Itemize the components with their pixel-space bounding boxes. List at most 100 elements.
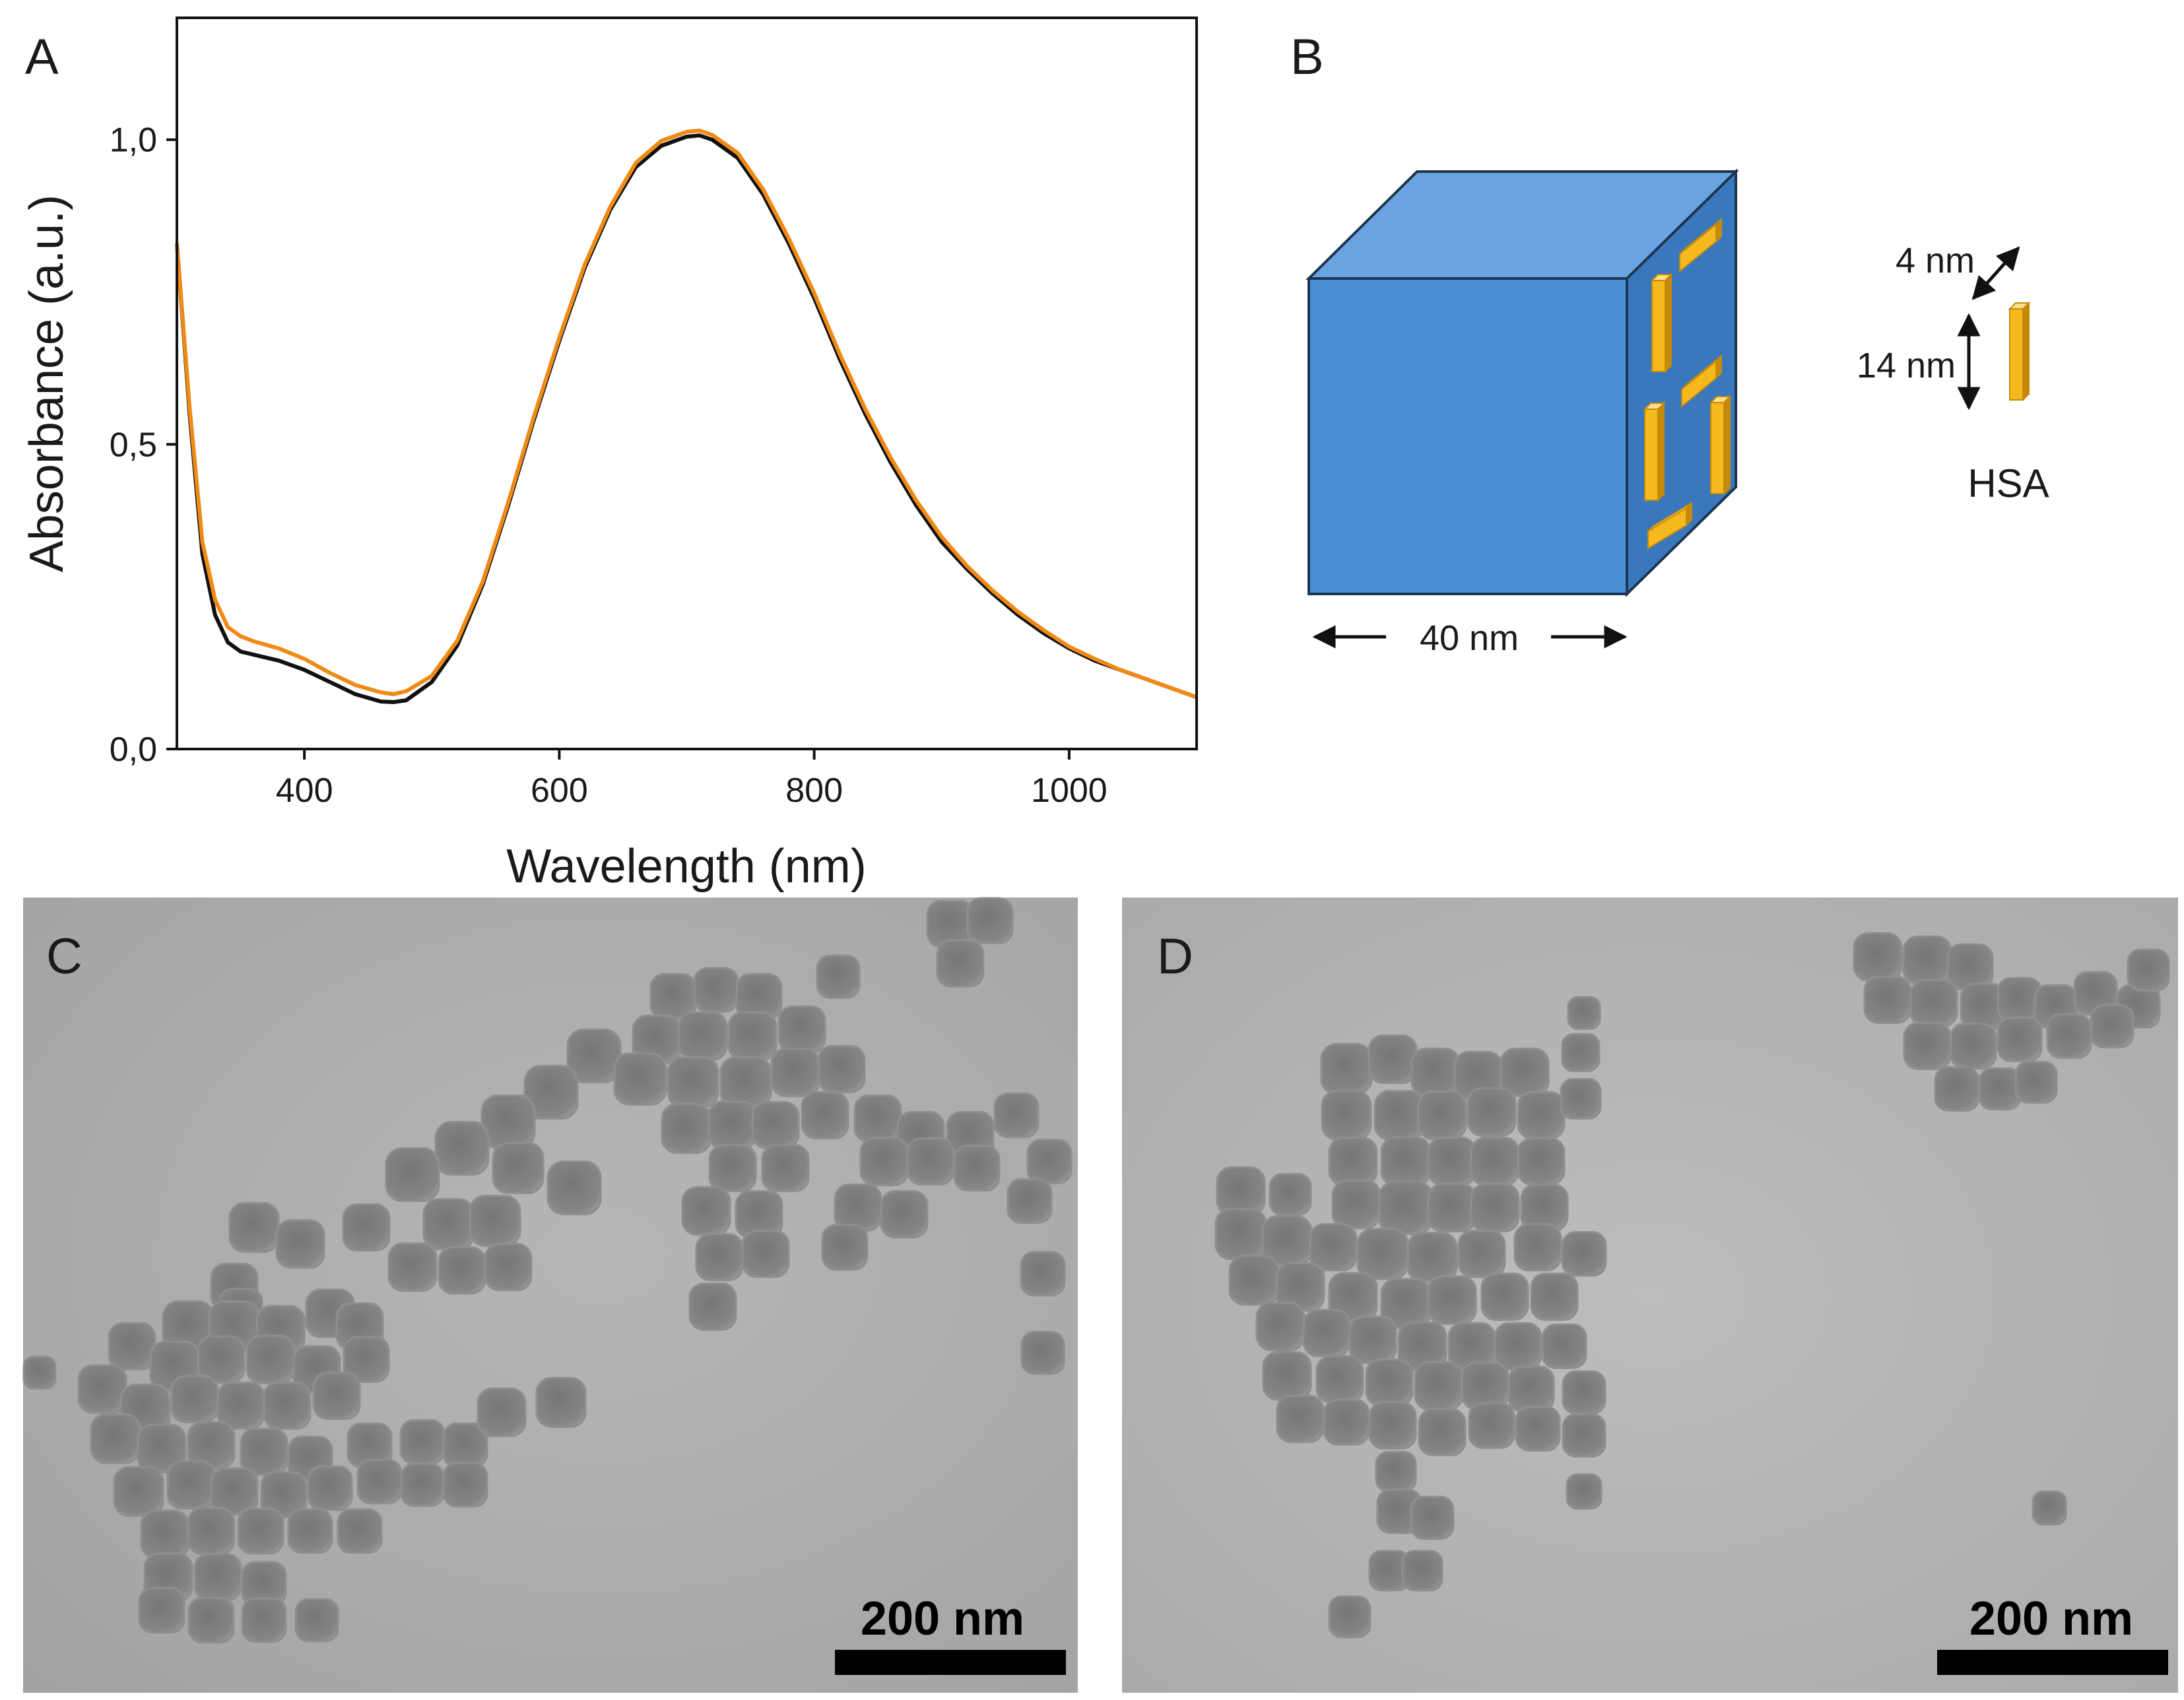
nanocube-particle (1228, 1255, 1280, 1306)
nanocube-particle (1309, 1223, 1358, 1272)
nanocube-particle (187, 1507, 236, 1555)
nanocube-particle (523, 1064, 579, 1120)
nanocube-particle (1470, 1183, 1520, 1233)
nanocube-particle (2127, 948, 2170, 992)
nanocube-particle (1562, 1370, 1606, 1415)
nanocube-particle (688, 1282, 737, 1331)
nanocube-particle (1541, 1323, 1587, 1369)
nanocube-particle (1007, 1178, 1053, 1224)
nanocube-particle (1323, 1398, 1370, 1446)
nanocube-particle (1863, 975, 1912, 1024)
panel-c-letter: C (46, 929, 83, 985)
nanocube-particle (1457, 1229, 1506, 1278)
nanocube-particle (140, 1509, 190, 1559)
nanocube-particle (1950, 1022, 1997, 1070)
nanocube-particle (1427, 1183, 1477, 1233)
nanocube-particle (1470, 1136, 1520, 1187)
panel-b: B 40 nm 14 nm 4 nm HSA (1290, 29, 2049, 658)
nanocube-particle (751, 1101, 800, 1150)
nanocube-particle (613, 1052, 667, 1106)
nanocube-particle (1561, 1231, 1607, 1277)
nanocube-particle (1566, 1473, 1603, 1510)
nanocube-particle (1417, 1090, 1467, 1140)
nanocube-particle (1567, 996, 1601, 1030)
x-tick-label: 600 (531, 771, 588, 810)
nanocube-particle (1216, 1166, 1266, 1216)
nanocube-particle (1356, 1227, 1409, 1280)
nanocube-particle (859, 1136, 910, 1187)
nanocube-particle (1302, 1309, 1351, 1357)
nanocube-particle (1315, 1355, 1364, 1404)
hsa-rod (1650, 273, 1673, 374)
nanocube-particle (469, 1194, 521, 1247)
nanocube-particle (936, 939, 985, 988)
nanocube-particle (343, 1336, 390, 1383)
x-axis-ticks: 400 600 800 1000 (276, 749, 1108, 810)
nanocube-particle (113, 1466, 164, 1517)
y-axis-ticks: 0,0 0,5 1,0 (110, 121, 177, 769)
panel-d-letter: D (1157, 929, 1193, 985)
nanocube-particle (853, 1094, 902, 1143)
nanocube-particle (263, 1381, 312, 1430)
nanocube-particle (708, 1100, 758, 1150)
nanocube-particle (1269, 1173, 1312, 1216)
nanocube-particle (260, 1471, 308, 1519)
nanocube-particle (1368, 1034, 1418, 1084)
nanocube-particle (166, 1460, 216, 1510)
nanocube-particle (2090, 1004, 2134, 1049)
nanocube-particle (661, 1103, 712, 1154)
x-tick-label: 1000 (1031, 771, 1108, 810)
nanocube-particle (778, 1005, 826, 1054)
nanocube-particle (1978, 1067, 2022, 1111)
nanocube-particle (708, 1144, 757, 1193)
nanocube-particle (307, 1465, 353, 1511)
nanocube-particle (1410, 1495, 1455, 1540)
nanocube-particle (1020, 1330, 1065, 1375)
nanocube-particle (294, 1598, 339, 1643)
hsa-rods-on-cube (1643, 217, 1732, 550)
nanocube-particle (546, 1160, 602, 1216)
nanocube-particle (678, 1011, 728, 1061)
nanocube-particle (385, 1147, 440, 1202)
nanocube-particle (727, 1011, 778, 1061)
nanocube-particle (741, 1229, 790, 1278)
nanocube-particle (287, 1508, 333, 1554)
nanocube-particle (170, 1375, 219, 1423)
scale-bar (835, 1650, 1066, 1675)
nanocube-particle (1410, 1047, 1461, 1097)
nanocube-particle (108, 1322, 156, 1371)
nanocube-particle (197, 1335, 246, 1384)
nanocube-particle (906, 1137, 955, 1186)
nanocube-particle (1255, 1301, 1306, 1352)
nanocube-particle (667, 1056, 719, 1109)
hsa-rod-icon (2008, 301, 2031, 402)
x-axis-title: Wavelength (nm) (506, 840, 867, 893)
nanocube-particle (770, 1047, 820, 1097)
nanocube-particle (241, 1597, 287, 1643)
nanocube-particle (1480, 1272, 1529, 1321)
nanocube-particle (1909, 979, 1958, 1028)
nanocube-particle (228, 1202, 280, 1253)
nanocube-particle (1406, 1231, 1458, 1283)
nanocube-particle (90, 1413, 141, 1464)
nanocube-particle (761, 1144, 810, 1193)
nanocube-particle (210, 1467, 259, 1516)
nanocube-particle (387, 1242, 438, 1292)
nanocube-particle (137, 1423, 187, 1474)
nanocube-particle (337, 1508, 383, 1554)
nanocube-particle (1373, 1090, 1425, 1141)
panel-b-letter: B (1290, 29, 1324, 85)
x-tick-label: 800 (785, 771, 843, 810)
nanocube-particle (1380, 1136, 1432, 1187)
nanocube-particle (77, 1364, 127, 1414)
panel-a-letter: A (25, 29, 59, 85)
nanocube-particle (535, 1377, 587, 1428)
nanocube-particle (1517, 1091, 1566, 1140)
nanocube-particle (342, 1203, 391, 1252)
nanocube-particle (193, 1553, 242, 1602)
nanocube-particle (240, 1427, 288, 1476)
hsa-label: HSA (1968, 461, 2049, 506)
nanocube-particle (275, 1219, 325, 1269)
nanocube-particle (1328, 1595, 1372, 1639)
